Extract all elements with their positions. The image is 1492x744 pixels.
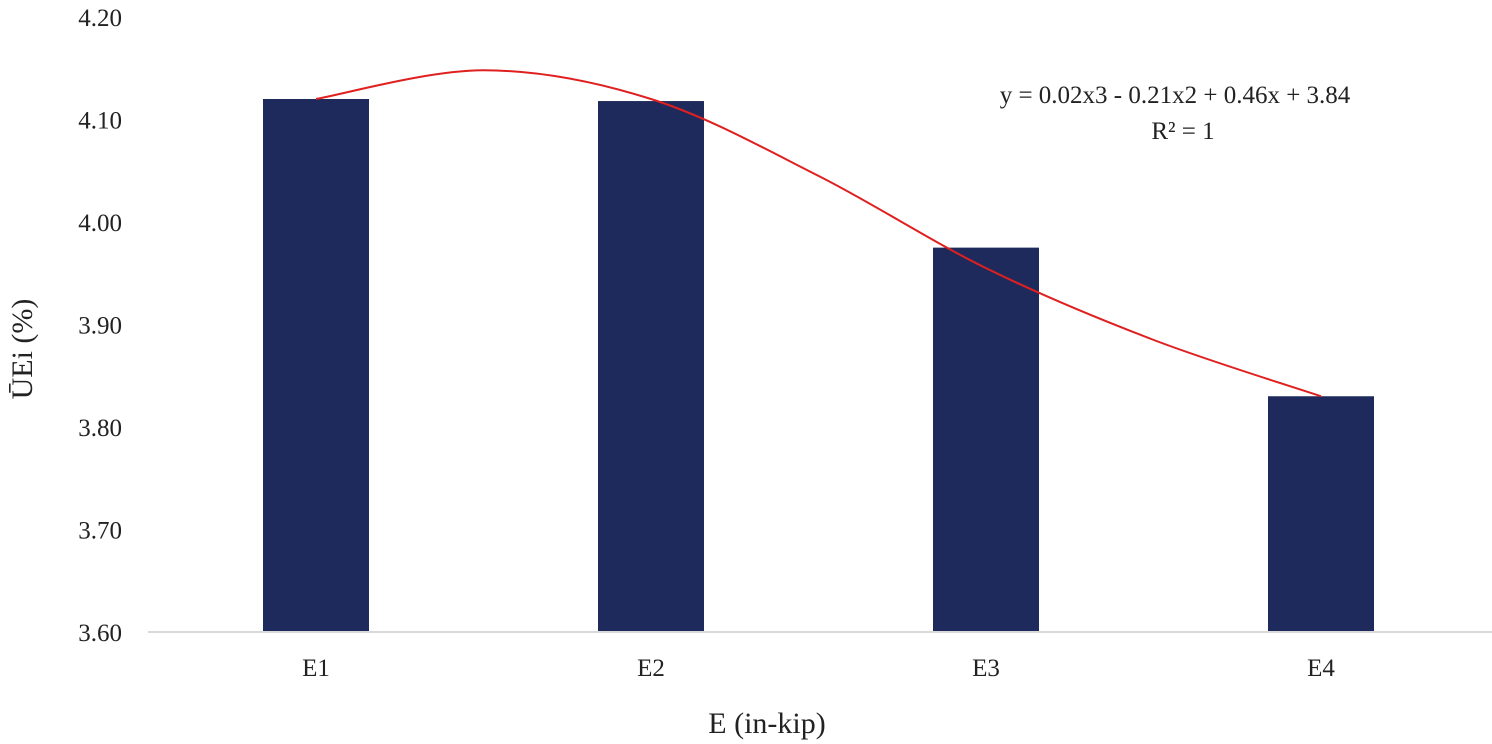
trendline-r-squared: R² = 1 <box>1151 118 1214 145</box>
trendline <box>315 69 1322 398</box>
bar-e2 <box>598 101 704 633</box>
bars <box>263 99 1374 633</box>
y-tick-label: 3.70 <box>78 518 122 545</box>
x-tick-label: E1 <box>302 655 330 682</box>
x-axis-title: E (in-kip) <box>708 707 825 740</box>
bar-e3 <box>933 247 1039 632</box>
y-tick-label: 3.60 <box>78 620 122 647</box>
y-tick-label: 3.80 <box>78 415 122 442</box>
y-tick-label: 3.90 <box>78 313 122 340</box>
bar-e4 <box>1268 396 1374 632</box>
trendline-equation: y = 0.02x3 - 0.21x2 + 0.46x + 3.84 <box>1000 82 1351 109</box>
y-tick-label: 4.10 <box>78 108 122 135</box>
y-tick-label: 4.00 <box>78 210 122 237</box>
x-tick-label: E4 <box>1307 655 1335 682</box>
bar-e1 <box>263 99 369 632</box>
x-tick-label: E3 <box>972 655 1000 682</box>
x-tick-label: E2 <box>637 655 665 682</box>
x-tick-labels: E1 E2 E3 E4 <box>302 655 1335 682</box>
y-axis-title: ŪEi (%) <box>6 299 39 400</box>
y-tick-labels: 3.60 3.70 3.80 3.90 4.00 4.10 4.20 <box>78 5 122 647</box>
y-tick-label: 4.20 <box>78 5 122 32</box>
